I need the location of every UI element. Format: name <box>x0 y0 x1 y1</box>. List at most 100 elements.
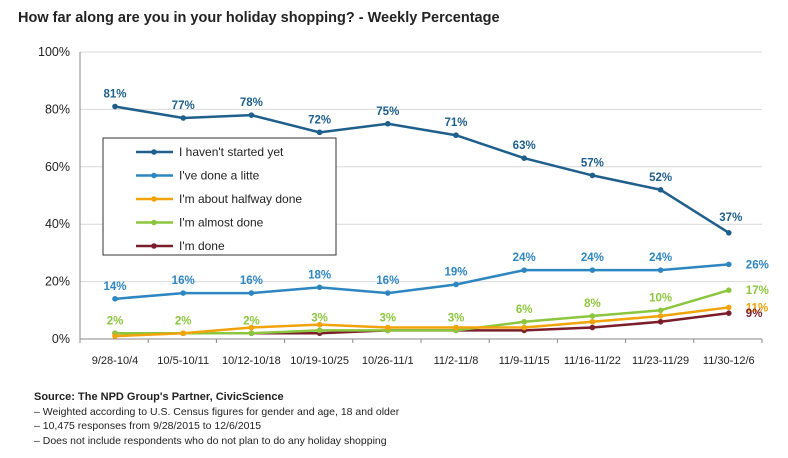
data-point <box>180 330 186 337</box>
data-label: 16% <box>240 275 263 287</box>
legend-marker <box>151 172 157 179</box>
data-point <box>589 324 596 331</box>
data-point <box>248 112 255 118</box>
data-label: 3% <box>311 312 328 324</box>
data-point <box>316 321 323 328</box>
data-point <box>180 115 186 121</box>
series-line <box>115 289 730 335</box>
footnote-weighting: – Weighted according to U.S. Census figu… <box>34 405 400 418</box>
data-label: 16% <box>172 275 195 287</box>
data-point <box>726 230 732 236</box>
data-point <box>657 307 664 314</box>
data-label: 6% <box>516 304 533 316</box>
data-label: 3% <box>379 312 396 324</box>
data-point <box>589 172 596 179</box>
x-tick-label: 10/5-10/11 <box>157 355 209 367</box>
data-label: 2% <box>107 315 124 327</box>
data-label: 11% <box>746 302 768 314</box>
data-label: 71% <box>444 117 467 129</box>
data-label: 18% <box>308 269 331 281</box>
data-point <box>657 186 664 193</box>
data-point <box>112 296 118 302</box>
data-label: 37% <box>719 212 742 224</box>
chart-footer: Source: The NPD Group's Partner, CivicSc… <box>34 390 399 448</box>
x-tick-label: 10/19-10/25 <box>290 355 349 367</box>
x-tick-label: 11/9-11/15 <box>499 355 550 367</box>
data-point <box>248 324 255 331</box>
data-label: 24% <box>581 252 604 264</box>
x-tick-label: 10/12-10/18 <box>222 355 281 367</box>
data-point <box>521 155 527 161</box>
legend-label: I've done a litte <box>179 169 260 183</box>
data-point <box>521 324 527 331</box>
data-label: 17% <box>746 285 769 297</box>
data-point <box>112 333 118 339</box>
series-line <box>114 263 729 301</box>
data-label: 2% <box>243 315 260 327</box>
data-point <box>453 281 459 288</box>
y-tick-label: 40% <box>45 217 70 231</box>
data-label: 24% <box>513 252 536 264</box>
x-tick-label: 11/2-11/8 <box>434 355 479 367</box>
data-label: 14% <box>103 281 126 293</box>
y-tick-label: 100% <box>38 45 70 59</box>
footnote-responses: – 10,475 responses from 9/28/2015 to 12/… <box>34 420 262 432</box>
data-point <box>180 290 186 296</box>
data-label: 78% <box>240 97 263 109</box>
data-label: 26% <box>746 259 769 271</box>
legend-marker <box>151 149 157 155</box>
data-point <box>726 261 732 268</box>
data-point <box>112 103 118 110</box>
data-point <box>726 310 732 316</box>
y-tick-label: 0% <box>52 332 70 346</box>
data-label: 81% <box>103 89 126 101</box>
data-point <box>316 284 323 291</box>
data-point <box>657 318 664 325</box>
line-chart: 0% 20% 40% 60% 80% 100% 9/28-10/4 10/5-10/11 10/… <box>38 45 769 367</box>
data-point <box>385 120 391 127</box>
data-label: 16% <box>376 275 399 287</box>
data-point <box>726 287 732 294</box>
legend-marker <box>151 243 157 249</box>
y-tick-label: 20% <box>45 275 70 289</box>
data-point <box>589 318 596 325</box>
data-label: 52% <box>649 172 672 184</box>
data-label: 57% <box>581 157 604 169</box>
data-point <box>657 267 664 273</box>
data-point <box>589 267 596 273</box>
data-label: 3% <box>448 312 465 324</box>
series-line <box>114 105 730 234</box>
y-tick-label: 80% <box>45 102 70 116</box>
data-point <box>657 313 664 319</box>
y-tick-label: 60% <box>45 160 70 174</box>
data-point <box>385 290 391 296</box>
data-point <box>385 324 391 331</box>
legend-label: I'm almost done <box>179 216 264 230</box>
data-point <box>453 132 459 139</box>
source-note: Source: The NPD Group's Partner, CivicSc… <box>34 391 284 403</box>
data-point <box>248 290 255 296</box>
data-label: 75% <box>376 106 399 118</box>
data-label: 24% <box>649 252 672 264</box>
x-tick-label: 10/26-11/1 <box>362 355 414 367</box>
data-label: 19% <box>444 266 467 278</box>
legend-label: I'm about halfway done <box>179 192 302 206</box>
x-tick-label: 9/28-10/4 <box>92 355 138 367</box>
data-label: 9% <box>746 308 763 320</box>
x-tick-label: 11/23-11/29 <box>632 355 689 367</box>
data-point <box>521 267 527 273</box>
legend-label: I'm done <box>179 239 225 253</box>
data-label: 63% <box>513 140 536 152</box>
data-point <box>316 129 323 136</box>
legend-marker <box>151 196 157 202</box>
data-point <box>316 327 323 334</box>
data-label: 2% <box>175 315 192 327</box>
data-point <box>521 318 527 325</box>
legend-marker <box>151 219 157 226</box>
series-line <box>114 306 729 338</box>
data-point <box>726 304 732 311</box>
data-label: 8% <box>584 298 601 310</box>
data-point <box>589 313 596 319</box>
x-tick-label: 11/30-12/6 <box>703 355 755 367</box>
data-point <box>453 324 459 331</box>
